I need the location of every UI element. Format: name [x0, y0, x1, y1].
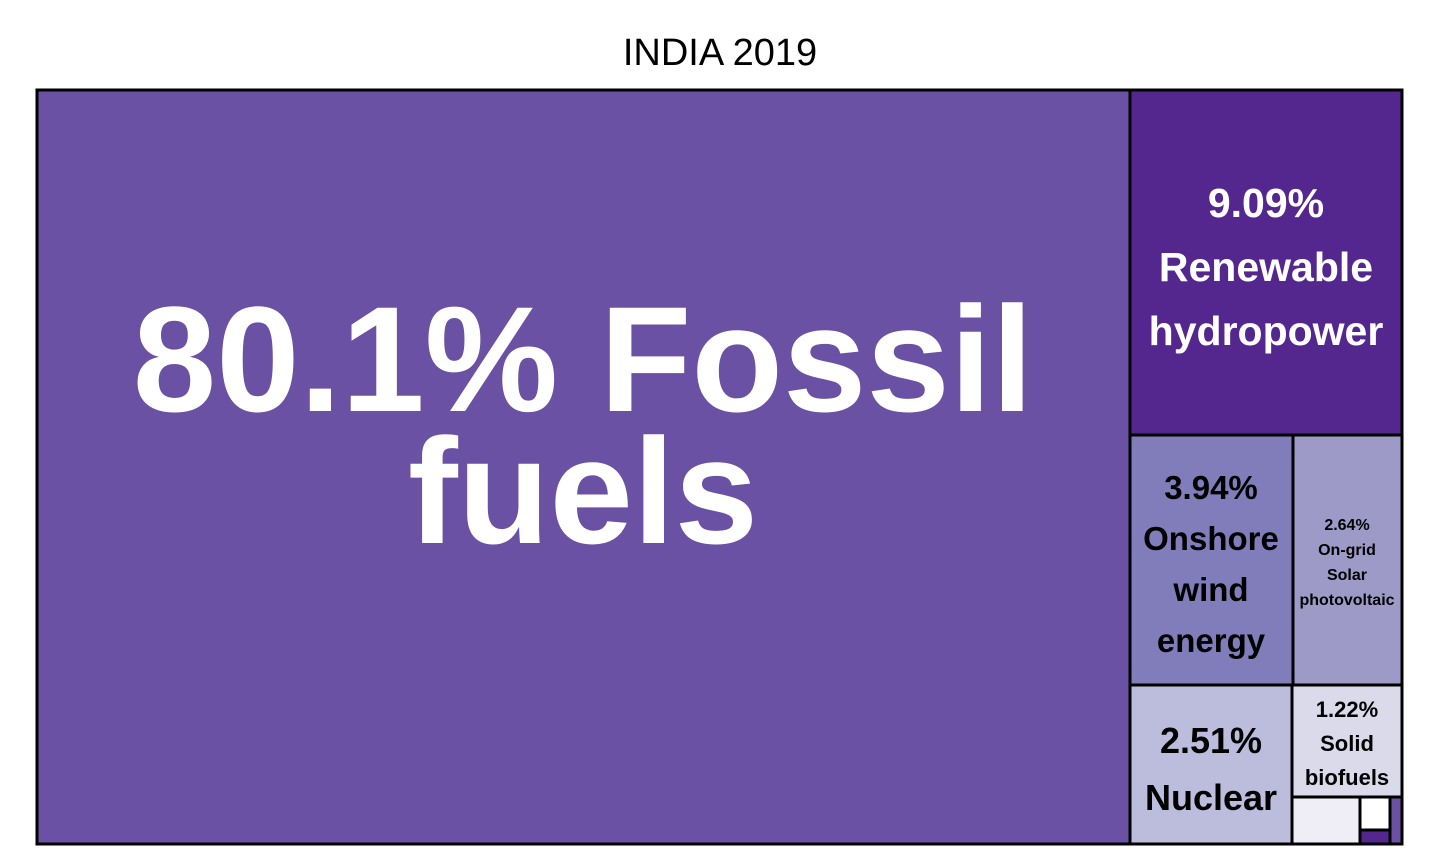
label-nuclear: 2.51% Nuclear	[1145, 720, 1277, 818]
tile-minor-9	[1358, 828, 1392, 846]
chart-title: INDIA 2019	[622, 32, 818, 74]
label-solid-biofuels: 1.22% Solid biofuels	[1305, 697, 1389, 790]
label-fossil-fuels: 80.1% Fossil fuels	[133, 275, 1033, 575]
tile-onshore-wind-energy	[1128, 433, 1295, 687]
tile-minor-7	[1358, 795, 1392, 832]
label-onshore-wind-energy: 3.94% Onshore wind energy	[1143, 469, 1279, 659]
tile-nuclear	[1128, 683, 1294, 846]
tile-minor-8	[1388, 795, 1404, 846]
tile-minor-6	[1290, 795, 1362, 846]
label-renewable-hydropower: 9.09% Renewable hydropower	[1149, 180, 1384, 354]
tile-fossil-fuels	[35, 88, 1132, 846]
treemap-frame	[35, 88, 1404, 846]
tile-on-grid-solar-photovoltaic	[1291, 433, 1404, 687]
label-on-grid-solar-photovoltaic: 2.64% On-grid Solar photovoltaic	[1299, 517, 1394, 609]
